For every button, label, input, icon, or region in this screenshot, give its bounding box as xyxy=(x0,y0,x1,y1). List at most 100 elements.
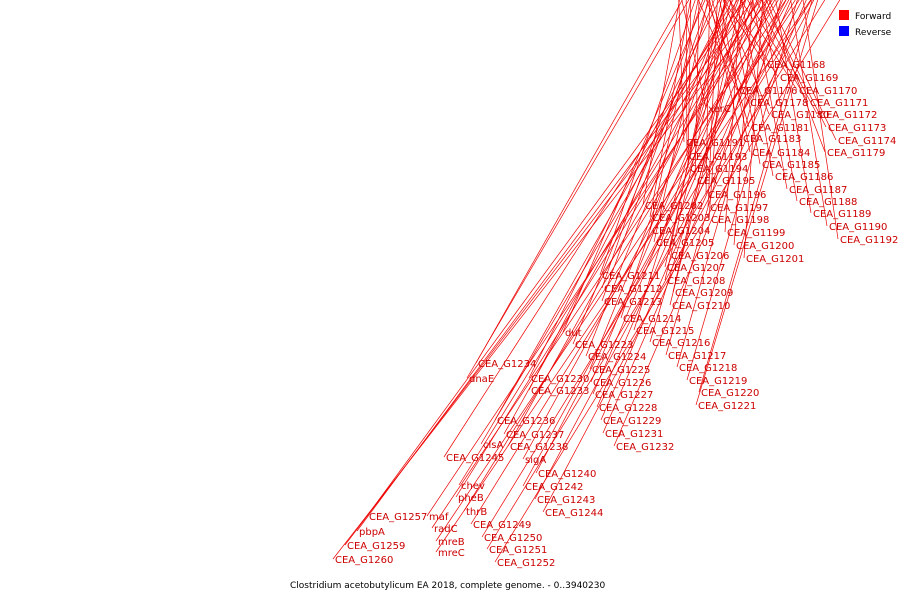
gene-label[interactable]: CEA_G1180 xyxy=(771,110,829,121)
gene-label[interactable]: CEA_G1251 xyxy=(489,545,547,556)
gene-label[interactable]: CEA_G1183 xyxy=(743,134,801,145)
gene-label[interactable]: CEA_G1237 xyxy=(506,430,564,441)
gene-label[interactable]: CEA_G1193 xyxy=(689,152,747,163)
gene-label[interactable]: CEA_G1257 xyxy=(369,512,427,523)
gene-label[interactable]: CEA_G1252 xyxy=(497,558,555,569)
gene-label[interactable]: CEA_G1178 xyxy=(750,98,808,109)
gene-label[interactable]: mreB xyxy=(438,537,465,548)
gene-label[interactable]: CEA_G1170 xyxy=(799,86,857,97)
gene-label[interactable]: CEA_G1203 xyxy=(652,213,710,224)
gene-label[interactable]: CEA_G1231 xyxy=(605,429,663,440)
reverse-swatch xyxy=(839,26,849,36)
gene-label[interactable]: CEA_G1171 xyxy=(810,98,868,109)
gene-label[interactable]: CEA_G1199 xyxy=(727,228,785,239)
leader-line xyxy=(592,0,762,395)
gene-label[interactable]: CEA_G1250 xyxy=(484,533,542,544)
gene-label[interactable]: pheB xyxy=(458,493,484,504)
gene-label[interactable]: dut xyxy=(565,328,582,339)
gene-label[interactable]: dnaE xyxy=(469,374,494,385)
gene-label[interactable]: CEA_G1234 xyxy=(478,359,536,370)
gene-label[interactable]: CEA_G1196 xyxy=(708,190,766,201)
gene-label[interactable]: CEA_G1205 xyxy=(656,238,714,249)
gene-label[interactable]: CEA_G1220 xyxy=(701,388,759,399)
gene-label[interactable]: CEA_G1249 xyxy=(473,520,531,531)
leader-line xyxy=(589,0,740,370)
gene-label[interactable]: CEA_G1198 xyxy=(711,215,769,226)
gene-label[interactable]: CEA_G1191 xyxy=(686,138,744,149)
gene-label[interactable]: CEA_G1225 xyxy=(592,365,650,376)
gene-label[interactable]: CEA_G1230 xyxy=(531,374,589,385)
gene-label[interactable]: CEA_G1204 xyxy=(652,226,710,237)
gene-label[interactable]: CEA_G1244 xyxy=(545,508,603,519)
gene-label[interactable]: mreC xyxy=(438,548,465,559)
gene-label[interactable]: CEA_G1179 xyxy=(827,148,885,159)
gene-label[interactable]: CEA_G1218 xyxy=(679,363,737,374)
gene-label[interactable]: CEA_G1195 xyxy=(697,176,755,187)
gene-label[interactable]: CEA_G1185 xyxy=(762,160,820,171)
gene-label[interactable]: CEA_G1224 xyxy=(588,352,646,363)
gene-label[interactable]: CEA_G1202 xyxy=(645,201,703,212)
gene-label[interactable]: CEA_G1213 xyxy=(604,297,662,308)
gene-label[interactable]: CEA_G1197 xyxy=(710,203,768,214)
leader-line xyxy=(685,0,688,157)
gene-label[interactable]: cisA xyxy=(483,440,503,451)
gene-label[interactable]: CEA_G1194 xyxy=(690,164,748,175)
gene-label[interactable]: CEA_G1201 xyxy=(746,254,804,265)
gene-label[interactable]: CEA_G1200 xyxy=(736,241,794,252)
gene-label[interactable]: CEA_G1184 xyxy=(752,148,810,159)
gene-label[interactable]: CEA_G1233 xyxy=(531,386,589,397)
leader-line xyxy=(562,0,706,333)
gene-label[interactable]: CEA_G1174 xyxy=(838,136,896,147)
gene-label[interactable]: CEA_G1173 xyxy=(828,123,886,134)
gene-label[interactable]: CEA_G1226 xyxy=(593,378,651,389)
gene-label[interactable]: CEA_G1211 xyxy=(602,271,660,282)
gene-label[interactable]: CEA_G1216 xyxy=(652,338,710,349)
gene-label[interactable]: CEA_G1172 xyxy=(819,110,877,121)
gene-label[interactable]: CEA_G1210 xyxy=(672,301,730,312)
legend-label-forward: Forward xyxy=(855,12,891,22)
gene-label[interactable]: CEA_G1190 xyxy=(829,222,887,233)
legend-item-reverse[interactable]: Reverse xyxy=(839,26,892,38)
gene-label[interactable]: CEA_G1209 xyxy=(675,288,733,299)
gene-label[interactable]: CEA_G1176 xyxy=(739,86,797,97)
gene-label[interactable]: CEA_G1207 xyxy=(667,263,725,274)
gene-label[interactable]: maf xyxy=(429,512,449,523)
gene-label[interactable]: CEA_G1228 xyxy=(599,403,657,414)
gene-label[interactable]: CEA_G1238 xyxy=(510,442,568,453)
gene-label[interactable]: CEA_G1181 xyxy=(751,123,809,134)
gene-label[interactable]: CEA_G1236 xyxy=(497,416,555,427)
gene-label[interactable]: xerC xyxy=(708,104,731,115)
gene-label[interactable]: CEA_G1227 xyxy=(595,390,653,401)
gene-label[interactable]: CEA_G1221 xyxy=(698,401,756,412)
gene-label[interactable]: CEA_G1240 xyxy=(538,469,596,480)
gene-label[interactable]: CEA_G1217 xyxy=(668,351,726,362)
gene-label[interactable]: CEA_G1187 xyxy=(789,185,847,196)
gene-label[interactable]: CEA_G1259 xyxy=(347,541,405,552)
gene-label[interactable]: CEA_G1188 xyxy=(799,197,857,208)
gene-label[interactable]: CEA_G1260 xyxy=(335,555,393,566)
gene-label[interactable]: CEA_G1169 xyxy=(780,73,838,84)
gene-label[interactable]: CEA_G1242 xyxy=(525,482,583,493)
gene-label[interactable]: CEA_G1208 xyxy=(667,276,725,287)
gene-label[interactable]: CEA_G1168 xyxy=(767,60,825,71)
gene-label[interactable]: CEA_G1186 xyxy=(775,172,833,183)
gene-label[interactable]: CEA_G1192 xyxy=(840,235,898,246)
gene-label[interactable]: CEA_G1243 xyxy=(537,495,595,506)
gene-label[interactable]: CEA_G1223 xyxy=(575,340,633,351)
gene-label[interactable]: CEA_G1215 xyxy=(636,326,694,337)
gene-label[interactable]: CEA_G1229 xyxy=(603,416,661,427)
gene-label[interactable]: CEA_G1219 xyxy=(689,376,747,387)
gene-label[interactable]: CEA_G1206 xyxy=(671,251,729,262)
gene-label[interactable]: radC xyxy=(434,524,458,535)
gene-label[interactable]: CEA_G1214 xyxy=(623,314,681,325)
gene-label[interactable]: chev xyxy=(461,481,485,492)
gene-label[interactable]: CEA_G1189 xyxy=(813,209,871,220)
gene-label[interactable]: CEA_G1245 xyxy=(446,453,504,464)
gene-label[interactable]: CEA_G1212 xyxy=(604,284,662,295)
gene-label[interactable]: thrB xyxy=(466,507,487,518)
legend-item-forward[interactable]: Forward xyxy=(839,10,891,22)
gene-label[interactable]: pbpA xyxy=(359,527,385,538)
leader-line xyxy=(695,0,819,406)
gene-label[interactable]: sigA xyxy=(525,455,546,466)
gene-label[interactable]: CEA_G1232 xyxy=(616,442,674,453)
